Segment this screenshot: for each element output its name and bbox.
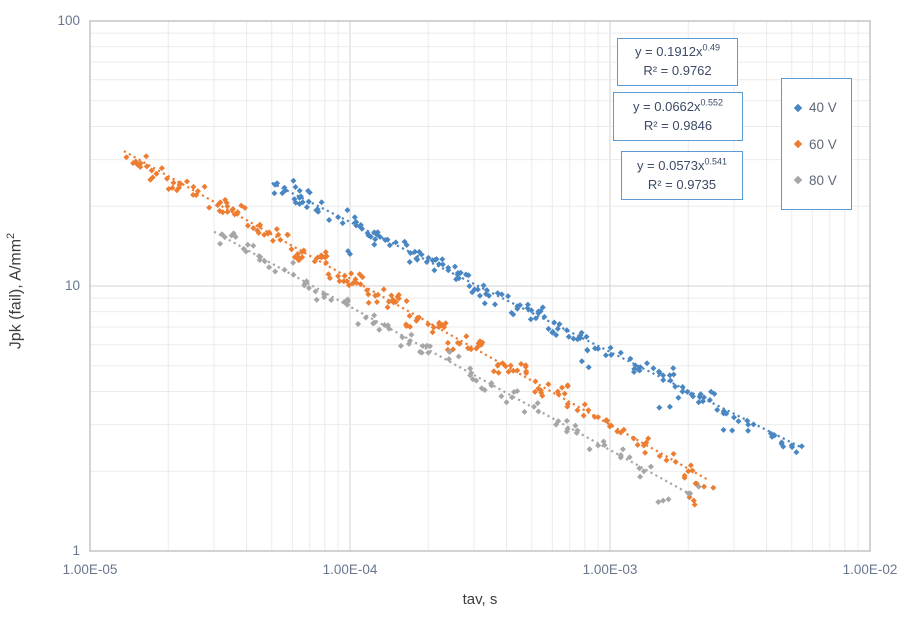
legend-item-80v: 80 V xyxy=(793,172,851,188)
r-squared-value: R² = 0.9846 xyxy=(643,117,713,133)
x-tick-label: 1.00E-04 xyxy=(322,562,378,577)
x-axis-title: tav, s xyxy=(462,591,498,608)
trendline-equation: y = 0.1912x0.49 xyxy=(634,42,721,60)
trendline-equation-box-60v: y = 0.0662x0.552 R² = 0.9846 xyxy=(613,92,743,141)
legend: 40 V 60 V 80 V xyxy=(781,78,852,210)
diamond-marker-icon xyxy=(793,103,803,112)
legend-label: 60 V xyxy=(809,136,837,152)
trendline-equation-box-40v: y = 0.1912x0.49 R² = 0.9762 xyxy=(617,38,738,86)
plot-area-border xyxy=(89,20,871,552)
scatter-series-60v xyxy=(123,153,717,508)
legend-label: 80 V xyxy=(809,172,837,188)
x-tick-label: 1.00E-03 xyxy=(582,562,638,577)
x-tick-label: 1.00E-02 xyxy=(842,562,898,577)
diamond-marker-icon xyxy=(793,176,803,185)
legend-item-60v: 60 V xyxy=(793,136,851,152)
legend-item-40v: 40 V xyxy=(793,100,851,116)
y-axis-title-sup: 2 xyxy=(5,232,17,239)
trendline-equation-box-80v: y = 0.0573x0.541 R² = 0.9735 xyxy=(621,151,743,200)
y-tick-label: 1 xyxy=(72,543,80,558)
x-tick-label: 1.00E-05 xyxy=(62,562,118,577)
legend-label: 40 V xyxy=(809,100,837,116)
y-axis-title-text: Jpk (fail), A/mm xyxy=(7,238,25,350)
trendline-equation: y = 0.0662x0.552 xyxy=(632,97,724,114)
trendline-equation: y = 0.0573x0.541 xyxy=(636,156,728,173)
r-squared-value: R² = 0.9735 xyxy=(647,176,717,192)
r-squared-value: R² = 0.9762 xyxy=(643,63,712,78)
diamond-marker-icon xyxy=(793,139,803,149)
y-tick-label: 100 xyxy=(57,13,80,28)
y-tick-label: 10 xyxy=(64,278,80,293)
trendline-40v xyxy=(271,181,803,449)
y-axis-title: Jpk (fail), A/mm2 xyxy=(5,161,25,421)
